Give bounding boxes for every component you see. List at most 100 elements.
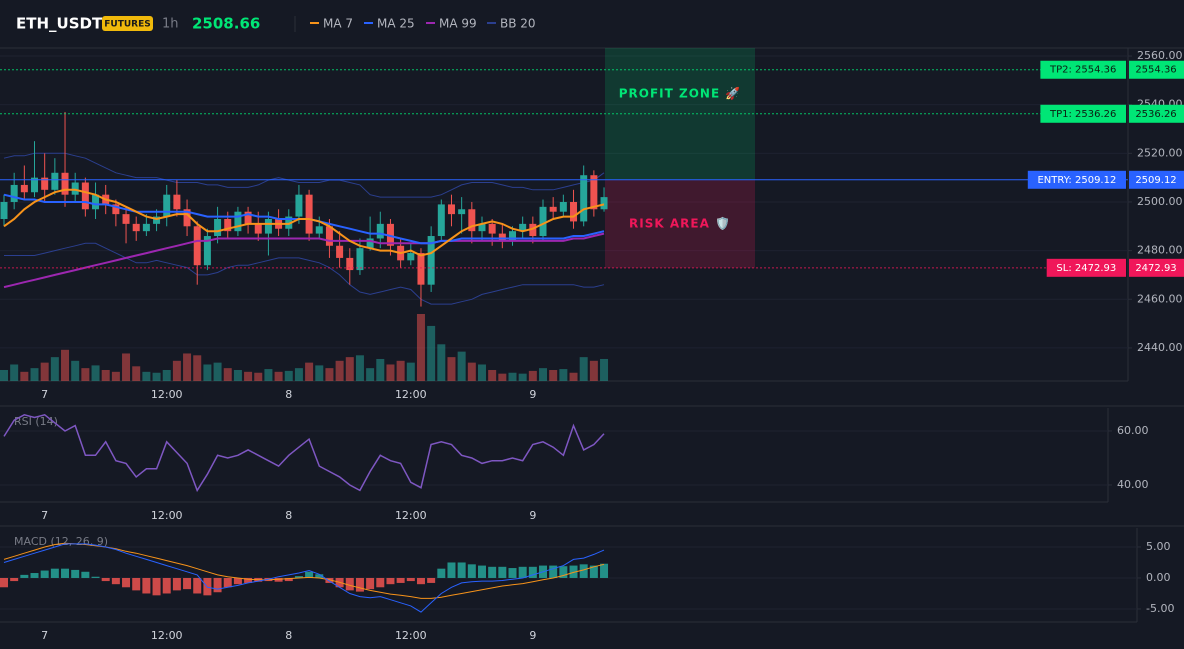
candle-body xyxy=(356,248,364,271)
volume-bar xyxy=(213,362,222,381)
volume-bar xyxy=(406,362,415,381)
x-tick-label: 12:00 xyxy=(395,509,427,522)
volume-bar xyxy=(183,353,192,381)
candle-body xyxy=(336,245,344,258)
level-price: 2536.26 xyxy=(1135,109,1176,120)
volume-bar xyxy=(366,368,375,381)
histogram-bar xyxy=(61,568,70,578)
histogram-bar xyxy=(172,577,181,591)
volume-bar xyxy=(254,372,263,381)
volume-bar xyxy=(152,372,161,381)
histogram-bar xyxy=(244,577,253,583)
candle-body xyxy=(41,177,49,190)
x-tick-label: 12:00 xyxy=(151,629,183,642)
volume-bar xyxy=(50,357,59,381)
candle-body xyxy=(163,194,171,217)
histogram-bar xyxy=(376,577,385,588)
y-tick-label: 5.00 xyxy=(1146,540,1171,553)
candle-body xyxy=(0,201,8,219)
histogram-bar xyxy=(528,566,537,578)
candle-body xyxy=(315,226,323,234)
candle-body xyxy=(447,204,455,215)
x-tick-label: 12:00 xyxy=(395,388,427,401)
volume-bar xyxy=(10,364,19,381)
volume-bar xyxy=(30,368,39,381)
histogram-bar xyxy=(355,577,364,592)
y-tick-label: 60.00 xyxy=(1117,424,1149,437)
histogram-bar xyxy=(284,577,293,582)
volume-bar xyxy=(61,349,70,381)
candle-body xyxy=(132,223,140,232)
candle-body xyxy=(51,172,59,190)
histogram-bar xyxy=(274,577,283,582)
x-tick-label: 8 xyxy=(285,509,292,522)
candle-body xyxy=(31,177,39,193)
candle-body xyxy=(112,204,120,215)
bb-lower xyxy=(4,242,605,305)
histogram-bar xyxy=(223,577,232,588)
volume-bar xyxy=(437,344,446,381)
histogram-bar xyxy=(427,577,436,583)
volume-bar xyxy=(518,373,527,381)
volume-bar xyxy=(111,371,120,381)
y-tick-label: 2500.00 xyxy=(1137,195,1183,208)
volume-bar xyxy=(528,370,537,381)
histogram-bar xyxy=(111,577,120,585)
volume-bar xyxy=(305,362,314,381)
volume-bar xyxy=(122,353,131,381)
level-tag: TP2: 2554.36 xyxy=(1049,65,1116,76)
volume-bar xyxy=(172,360,181,381)
x-tick-label: 7 xyxy=(41,509,48,522)
candle-body xyxy=(295,194,303,217)
volume-bar xyxy=(233,369,242,381)
volume-bar xyxy=(335,360,344,381)
volume-bar xyxy=(132,366,141,381)
volume-bar xyxy=(416,314,425,381)
histogram-bar xyxy=(406,577,415,582)
level-tag: TP1: 2536.26 xyxy=(1049,109,1116,120)
candle-body xyxy=(224,219,232,232)
y-tick-label: 2560.00 xyxy=(1137,49,1183,62)
histogram-bar xyxy=(305,571,314,578)
volume-bar xyxy=(396,360,405,381)
volume-bar xyxy=(498,373,507,381)
level-price-bg xyxy=(1129,170,1184,189)
volume-bar xyxy=(91,365,100,381)
level-price: 2472.93 xyxy=(1135,263,1176,274)
volume-bar xyxy=(579,357,588,381)
histogram-bar xyxy=(518,566,527,578)
ma-line xyxy=(3,188,605,257)
volume-bar xyxy=(447,357,456,381)
histogram-bar xyxy=(477,565,486,578)
x-tick-label: 12:00 xyxy=(151,509,183,522)
candle-body xyxy=(142,223,150,232)
candle-body xyxy=(600,197,608,210)
histogram-bar xyxy=(20,574,29,578)
candle-body xyxy=(203,236,211,266)
candle-body xyxy=(376,223,384,239)
legend-label: MA 25 xyxy=(377,17,415,31)
volume-bar xyxy=(71,360,80,381)
level-tag-bg xyxy=(1027,170,1126,189)
panel-title: RSI (14) xyxy=(14,415,58,428)
candle-body xyxy=(264,219,272,234)
histogram-bar xyxy=(81,571,90,578)
volume-bar xyxy=(549,369,558,381)
level-tag: ENTRY: 2509.12 xyxy=(1037,175,1116,186)
y-tick-label: 2460.00 xyxy=(1137,292,1183,305)
volume-bar xyxy=(457,351,466,381)
histogram-bar xyxy=(345,577,354,591)
volume-bar xyxy=(345,357,354,381)
histogram-bar xyxy=(600,563,609,578)
candle-body xyxy=(529,223,537,237)
volume-bar xyxy=(539,368,548,381)
candle-body xyxy=(427,236,435,285)
histogram-bar xyxy=(579,564,588,578)
candle-body xyxy=(570,201,578,222)
volume-bar xyxy=(274,371,283,381)
volume-bar xyxy=(569,372,578,381)
interval: 1h xyxy=(162,17,179,32)
bb-upper xyxy=(3,152,605,198)
